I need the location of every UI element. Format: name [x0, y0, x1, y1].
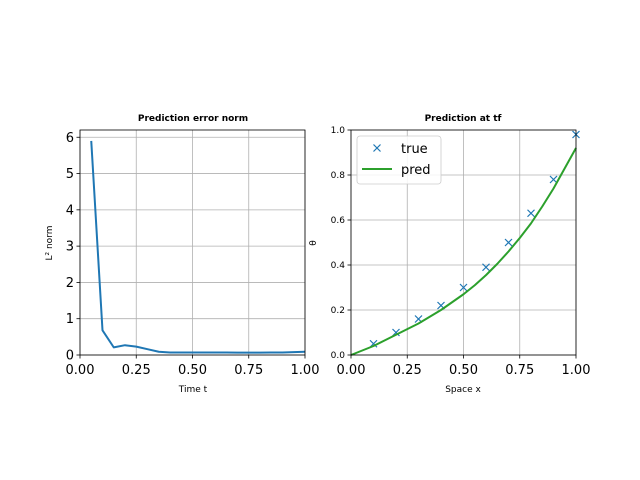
error-norm-plot: Prediction error norm 0.00 0.25 0.50 0.75 1.…	[45, 114, 319, 395]
error-plot-ytick-label: 2	[66, 276, 74, 291]
prediction-plot-xtick-label: 1.00	[562, 363, 591, 378]
prediction-plot-ticks: 0.00 0.25 0.50 0.75 1.00 0.0 0.2 0.4 0.6 0.8 1.0	[331, 126, 591, 378]
error-plot-xtick-label: 0.75	[234, 363, 263, 378]
prediction-plot-point-true-7	[527, 209, 535, 218]
prediction-plot-xtick-label: 0.25	[393, 363, 422, 378]
error-plot-ytick-label: 4	[66, 203, 74, 218]
legend-box	[356, 135, 442, 185]
error-plot-ytick-label: 3	[66, 240, 74, 255]
prediction-plot: Prediction at tf 0.00 0.25 0.50 0.75 1.000.0…	[309, 114, 590, 395]
prediction-plot-ytick-label: 0.4	[331, 261, 346, 271]
legend-pred-label: pred	[401, 163, 431, 178]
error-plot-ticks: 0.00 0.25 0.50 0.75 1.00 0 1 2 3 4 5 6	[66, 131, 320, 378]
prediction-plot-point-true-8	[549, 175, 558, 184]
prediction-plot-xtick-label: 0.75	[505, 363, 534, 378]
legend-true-label: true	[401, 142, 428, 157]
prediction-plot-point-true-6	[504, 238, 513, 247]
error-plot-xlabel: Time t	[178, 385, 208, 395]
prediction-plot-ytick-label: 0.8	[331, 171, 346, 181]
error-plot-ylabel: L² norm	[45, 225, 55, 260]
prediction-plot-point-true-4	[459, 283, 468, 292]
prediction-plot-point-true-5	[482, 263, 490, 272]
error-plot-series	[90, 140, 306, 354]
prediction-plot-ytick-label: 1.0	[331, 126, 346, 136]
prediction-plot-ytick-label: 0.2	[331, 306, 345, 316]
prediction-plot-series	[350, 130, 580, 356]
prediction-plot-title: Prediction at tf	[425, 114, 502, 124]
error-plot-xtick-label: 0.00	[66, 363, 95, 378]
prediction-plot-ytick-label: 0.6	[331, 216, 346, 226]
prediction-plot-xtick-label: 0.50	[449, 363, 478, 378]
prediction-plot-ylabel: θ	[309, 240, 319, 246]
error-plot-title: Prediction error norm	[138, 114, 248, 124]
error-plot-xtick-label: 1.00	[291, 363, 320, 378]
error-plot-ytick-label: 1	[66, 312, 74, 327]
error-plot-ytick-label: 0	[66, 349, 74, 364]
error-plot-ytick-label: 6	[66, 131, 74, 146]
prediction-plot-xlabel: Space x	[445, 385, 481, 395]
prediction-plot-ytick-label: 0.0	[331, 351, 346, 361]
error-plot-xtick-label: 0.25	[122, 363, 151, 378]
legend-true-marker	[373, 144, 381, 152]
error-plot-ytick-label: 5	[66, 167, 74, 182]
error-plot-line-series0	[90, 140, 306, 354]
error-plot-xtick-label: 0.50	[178, 363, 207, 378]
prediction-plot-xtick-label: 0.00	[337, 363, 366, 378]
legend: true pred	[356, 135, 442, 185]
prediction-plot-line-pred	[350, 147, 577, 356]
